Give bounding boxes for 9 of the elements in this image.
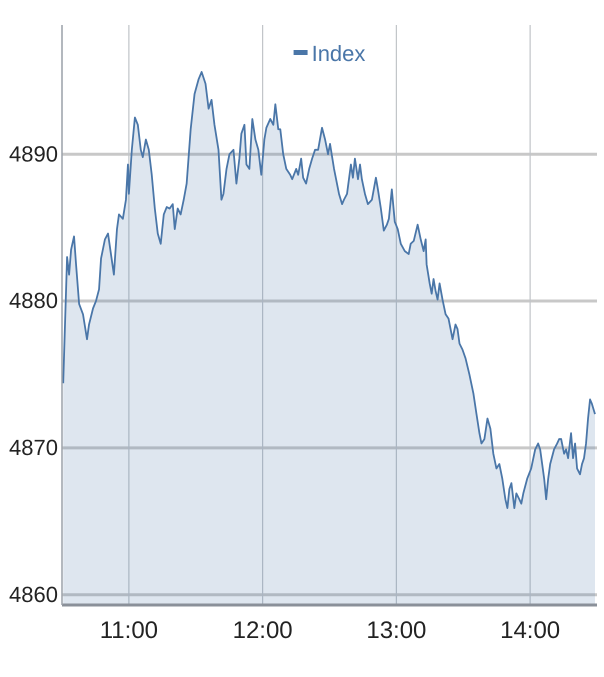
y-tick-label: 4890: [9, 141, 58, 166]
x-tick-label: 13:00: [366, 617, 426, 644]
x-tick-label: 12:00: [232, 617, 293, 644]
x-tick-label: 14:00: [500, 617, 560, 644]
y-tick-label: 4860: [9, 582, 58, 607]
x-tick-label: 11:00: [100, 617, 158, 644]
y-tick-label: 4870: [9, 434, 58, 460]
y-tick-label: 4880: [9, 288, 58, 314]
legend-label: Index: [312, 41, 366, 66]
